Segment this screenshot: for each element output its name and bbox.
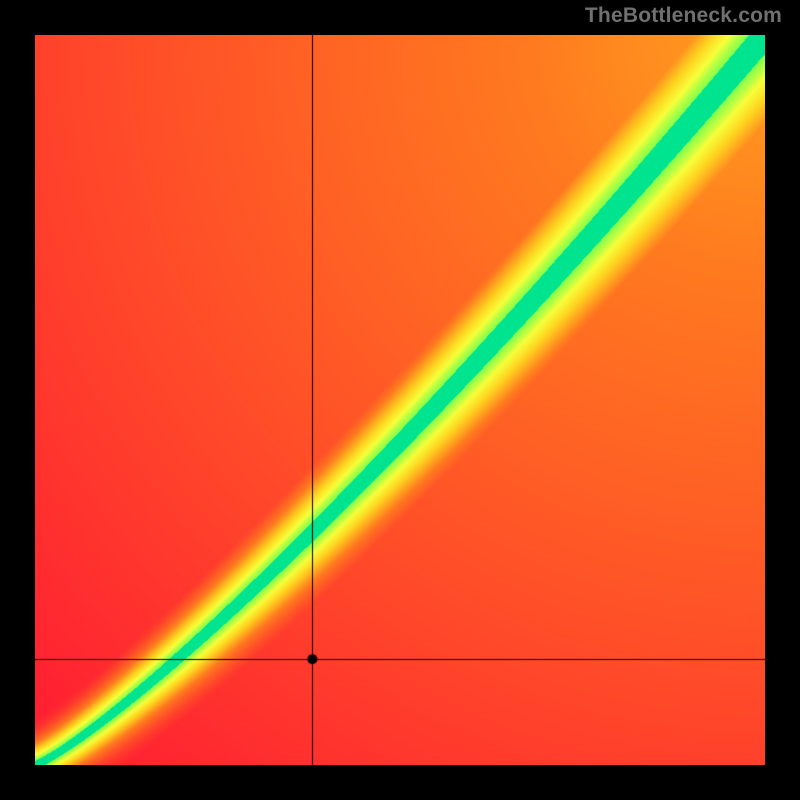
- chart-stage: TheBottleneck.com: [0, 0, 800, 800]
- watermark-text: TheBottleneck.com: [585, 4, 782, 28]
- heatmap-plot: [35, 35, 765, 765]
- crosshair-overlay: [35, 35, 765, 765]
